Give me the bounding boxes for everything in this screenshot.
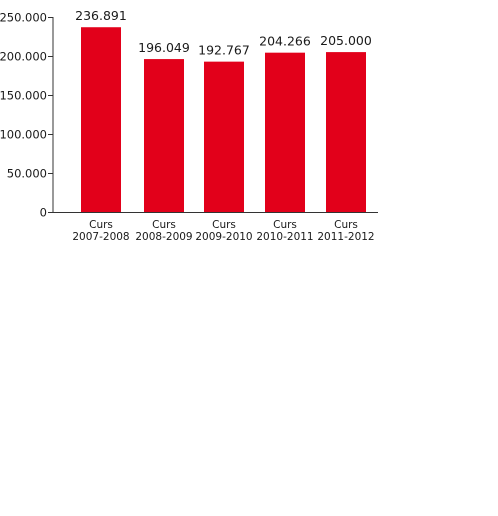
x-tick-label: 2008-2009 [135, 231, 192, 243]
bar [265, 52, 305, 213]
y-tick-label: 150.000 [0, 89, 47, 103]
bar [81, 27, 121, 212]
x-tick-label: Curs [89, 219, 113, 231]
x-tick-label: Curs [212, 219, 236, 231]
bar [204, 61, 244, 212]
data-label: 192.767 [198, 43, 250, 58]
data-label: 205.000 [320, 33, 372, 48]
data-label: 204.266 [259, 34, 311, 49]
y-tick-label: 100.000 [0, 128, 47, 142]
x-tick-label: 2009-2010 [195, 231, 252, 243]
x-tick-label: 2010-2011 [256, 231, 313, 243]
bar [326, 52, 366, 212]
y-tick-label: 50.000 [7, 167, 47, 181]
x-tick-label: Curs [273, 219, 297, 231]
category-labels: Curs2007-2008Curs2008-2009Curs2009-2010C… [72, 219, 374, 243]
x-tick-label: Curs [334, 219, 358, 231]
y-tick-label: 0 [40, 206, 47, 220]
data-labels: 236.891 196.049 192.767 204.266 205.000 [75, 8, 372, 57]
y-axis: 0 50.000 100.000 150.000 200.000 250.000 [0, 11, 54, 220]
x-tick-label: 2007-2008 [72, 231, 129, 243]
y-tick-label: 200.000 [0, 50, 47, 64]
data-label: 236.891 [75, 8, 127, 23]
y-tick-label: 250.000 [0, 11, 47, 25]
bars [81, 27, 366, 213]
data-label: 196.049 [138, 40, 190, 55]
x-tick-label: Curs [152, 219, 176, 231]
bar [144, 59, 184, 212]
x-tick-label: 2011-2012 [317, 231, 374, 243]
